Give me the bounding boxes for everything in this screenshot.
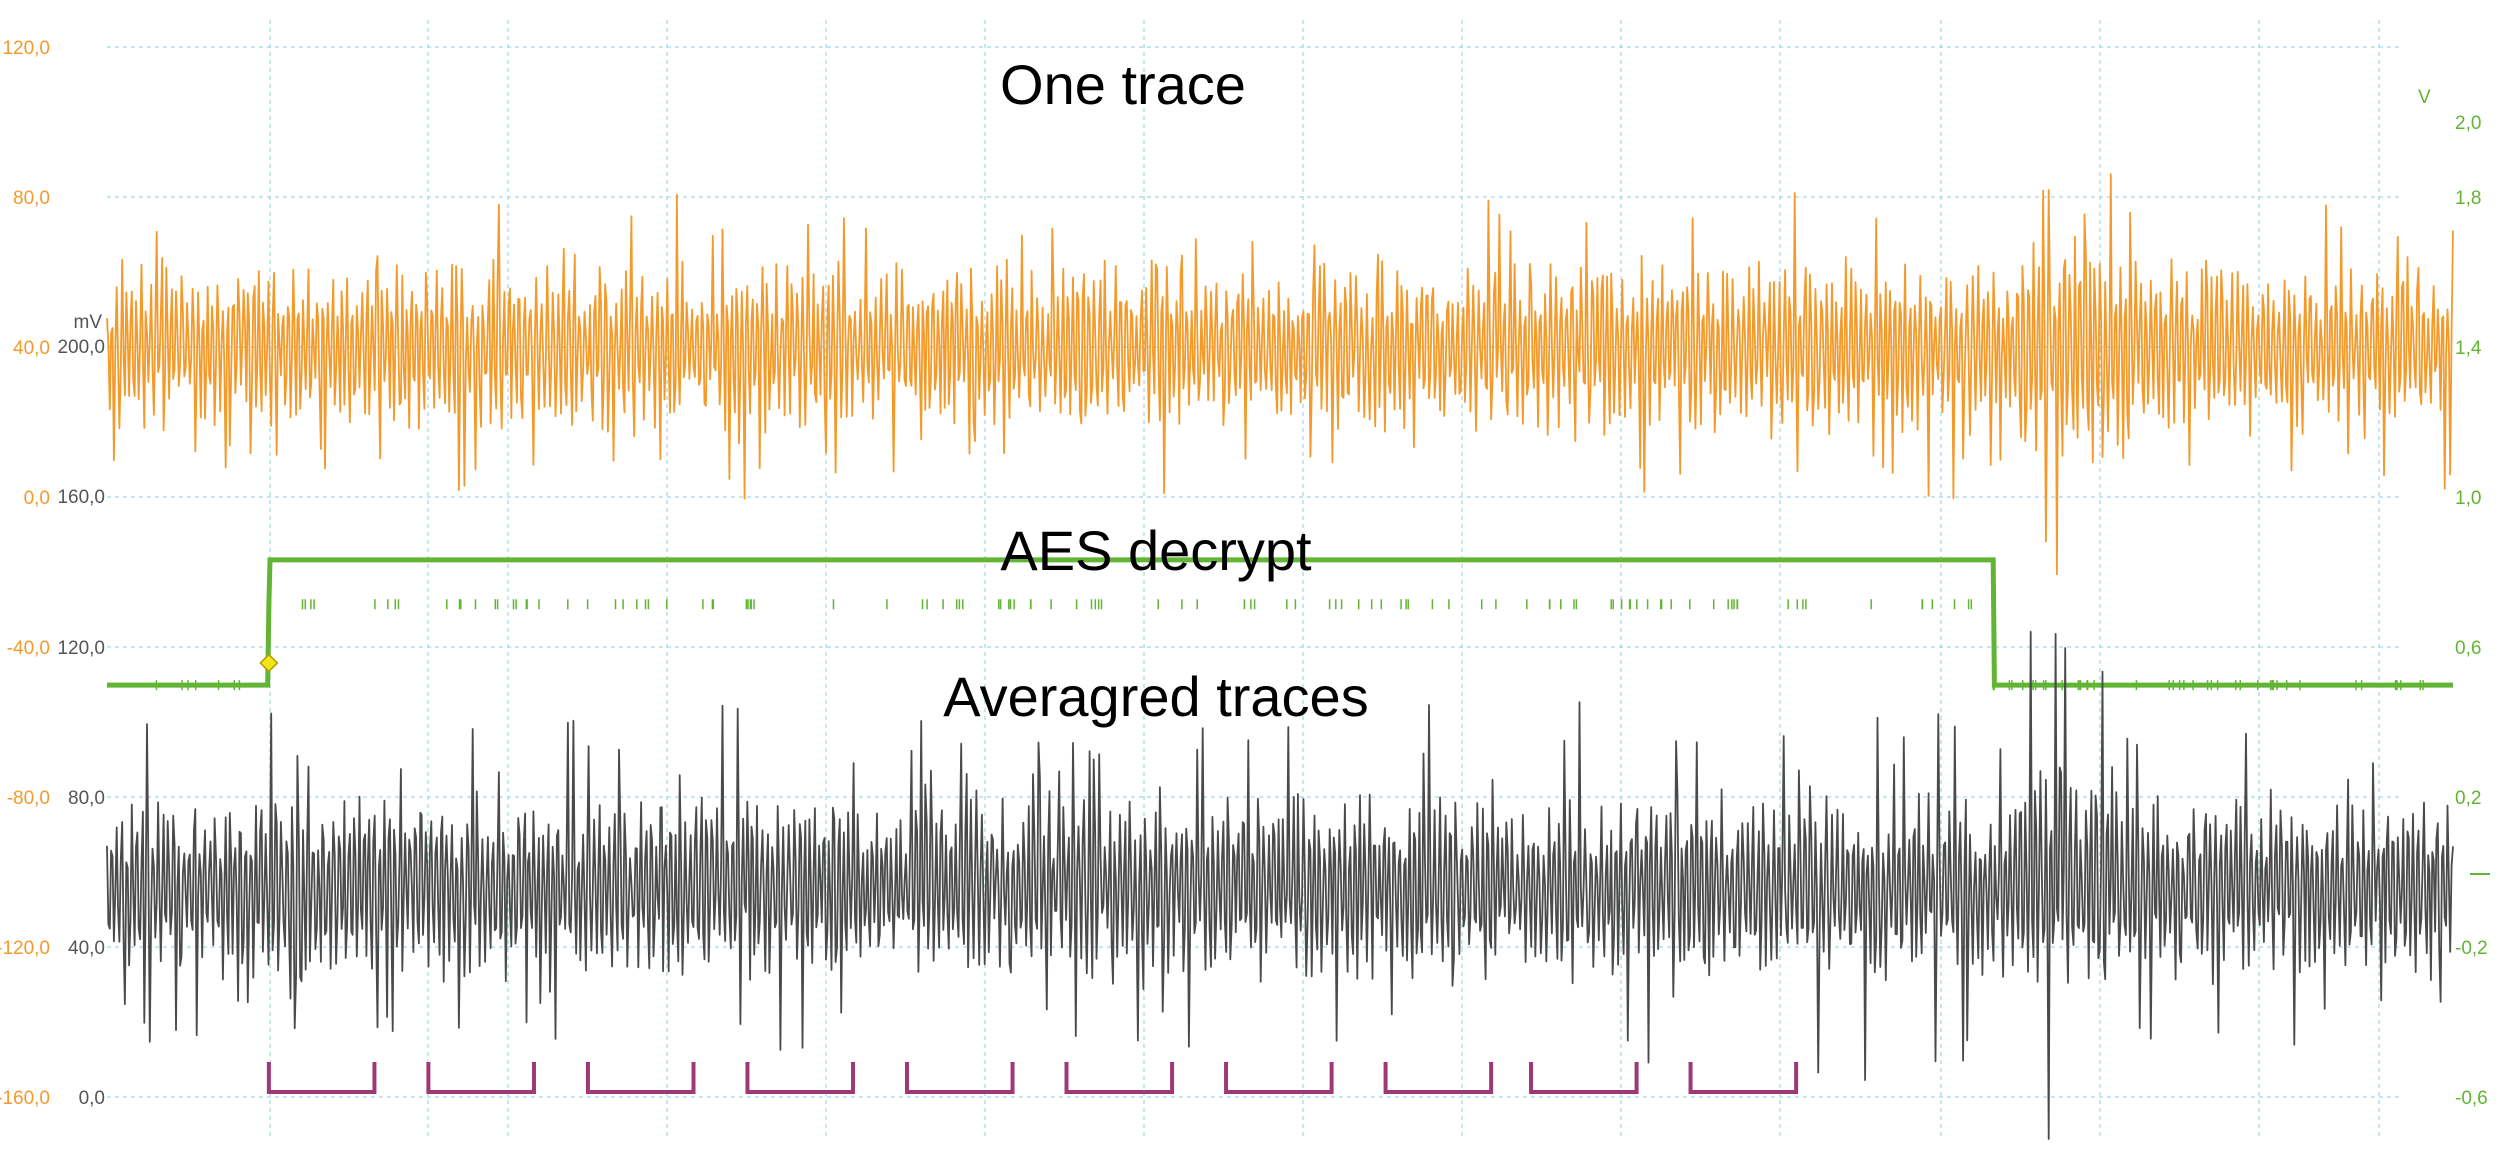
right-green-axis: V 2,0 1,8 1,4 1,0 0,6 0,2 -0,2 -0,6 xyxy=(2418,87,2488,1109)
green-tick-label: 1,0 xyxy=(2455,488,2481,509)
green-tick-label: -0,6 xyxy=(2455,1088,2488,1109)
left-gray-axis: mV 200,0 160,0 120,0 80,0 40,0 0,0 xyxy=(57,312,105,1109)
round-bracket xyxy=(266,1062,377,1094)
round-bracket xyxy=(904,1062,1015,1094)
round-bracket xyxy=(1688,1062,1799,1094)
series-averaged-traces xyxy=(106,630,2454,1140)
orange-tick-label: 0,0 xyxy=(24,488,50,509)
aes-decrypt-annotation: AES decrypt xyxy=(1000,519,1312,582)
round-bracket xyxy=(1224,1062,1334,1094)
gray-tick-label: 200,0 xyxy=(57,337,105,358)
gray-tick-label: 0,0 xyxy=(79,1088,105,1109)
series-one-trace xyxy=(106,173,2454,576)
gray-tick-label: 120,0 xyxy=(57,638,105,659)
orange-tick-label: -160,0 xyxy=(0,1088,50,1109)
round-bracket xyxy=(1064,1062,1175,1094)
orange-tick-label: 120,0 xyxy=(2,38,50,59)
round-bracket xyxy=(1383,1062,1494,1094)
one-trace-annotation: One trace xyxy=(1000,53,1246,116)
gray-axis-unit: mV xyxy=(74,312,103,333)
round-bracket xyxy=(1529,1062,1639,1094)
green-tick-label: 0,2 xyxy=(2455,788,2481,809)
orange-tick-label: -40,0 xyxy=(7,638,50,659)
green-tick-label: 0,6 xyxy=(2455,638,2481,659)
gray-tick-label: 160,0 xyxy=(57,487,105,508)
gray-tick-label: 40,0 xyxy=(68,938,105,959)
green-axis-unit: V xyxy=(2418,87,2431,108)
orange-tick-label: -120,0 xyxy=(0,938,50,959)
orange-tick-label: 40,0 xyxy=(13,338,50,359)
gray-tick-label: 80,0 xyxy=(68,788,105,809)
round-bracket xyxy=(426,1062,536,1094)
green-tick-label: 2,0 xyxy=(2455,113,2481,134)
green-tick-label: 1,4 xyxy=(2455,338,2482,359)
signal-glitches xyxy=(155,599,2424,691)
grid xyxy=(107,20,2400,1140)
round-bracket xyxy=(585,1062,696,1094)
trigger-marker[interactable] xyxy=(259,653,279,673)
traces xyxy=(106,173,2454,1140)
green-tick-label: 1,8 xyxy=(2455,188,2481,209)
round-brackets xyxy=(266,1062,1799,1094)
round-bracket xyxy=(745,1062,856,1094)
left-orange-axis: 120,0 80,0 40,0 0,0 -40,0 -80,0 -120,0 -160,0 xyxy=(0,38,50,1109)
green-tick-label: -0,2 xyxy=(2455,938,2488,959)
orange-tick-label: -80,0 xyxy=(7,788,50,809)
averaged-traces-annotation: Averagred traces xyxy=(943,665,1368,728)
orange-tick-label: 80,0 xyxy=(13,188,50,209)
